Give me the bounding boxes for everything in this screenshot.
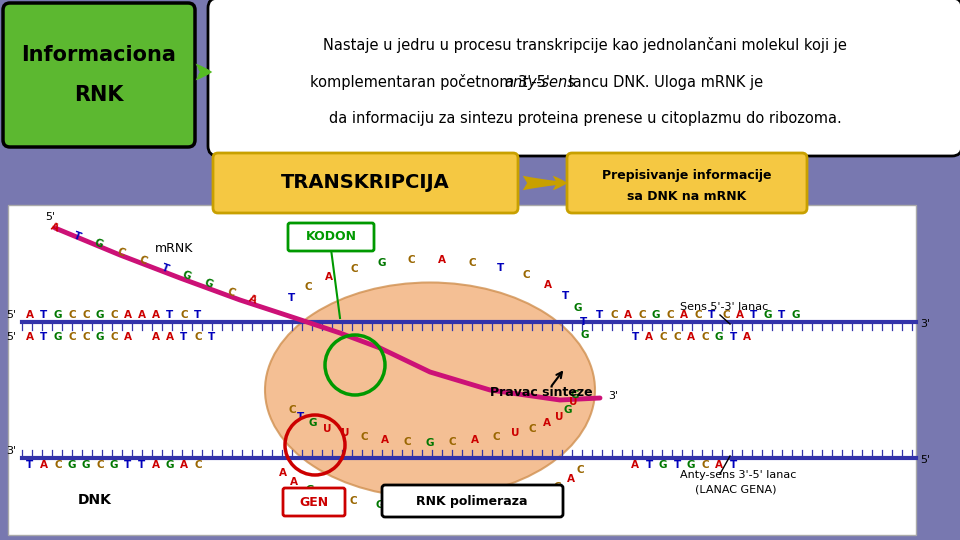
Text: G: G <box>652 310 660 320</box>
Text: Nastaje u jedru u procesu transkripcije kao jednolančani molekul koji je: Nastaje u jedru u procesu transkripcije … <box>324 37 847 53</box>
Text: C: C <box>449 437 457 447</box>
Text: T: T <box>138 460 146 470</box>
Text: 5': 5' <box>45 212 55 222</box>
Text: C: C <box>529 423 537 434</box>
Text: C: C <box>666 310 674 320</box>
Text: T: T <box>288 293 296 303</box>
Text: T: T <box>596 310 604 320</box>
Text: C: C <box>288 404 296 415</box>
Text: G: G <box>54 332 62 342</box>
Text: 5': 5' <box>6 310 16 320</box>
Text: G: G <box>792 310 801 320</box>
Text: KODON: KODON <box>305 231 356 244</box>
Text: C: C <box>116 246 127 258</box>
Text: GEN: GEN <box>300 496 328 509</box>
Text: 5': 5' <box>920 455 930 465</box>
FancyBboxPatch shape <box>567 153 807 213</box>
Text: G: G <box>571 390 579 400</box>
Text: U: U <box>569 397 578 408</box>
Text: A: A <box>152 310 160 320</box>
Text: T: T <box>496 262 504 273</box>
Text: T: T <box>40 332 48 342</box>
Text: A: A <box>624 310 632 320</box>
Text: T: T <box>208 332 216 342</box>
Text: RNK: RNK <box>74 85 124 105</box>
Text: T: T <box>513 495 520 504</box>
FancyBboxPatch shape <box>382 485 563 517</box>
Text: G: G <box>425 437 434 448</box>
Text: A: A <box>325 272 333 282</box>
Text: komplementaran početnom 3'-5': komplementaran početnom 3'-5' <box>310 74 555 90</box>
Text: A: A <box>248 294 258 306</box>
Text: C: C <box>83 310 90 320</box>
Text: T: T <box>125 460 132 470</box>
Text: A: A <box>544 280 552 289</box>
Text: T: T <box>730 332 736 342</box>
Text: G: G <box>378 259 386 268</box>
Text: C: C <box>137 254 148 266</box>
Text: C: C <box>110 310 118 320</box>
Text: A: A <box>166 332 174 342</box>
Text: A: A <box>124 310 132 320</box>
Text: C: C <box>701 332 708 342</box>
Text: A: A <box>680 310 688 320</box>
Text: C: C <box>68 332 76 342</box>
Text: da informaciju za sintezu proteina prenese u citoplazmu do ribozoma.: da informaciju za sintezu proteina prene… <box>328 111 841 125</box>
Text: T: T <box>403 502 411 512</box>
Text: A: A <box>290 477 298 487</box>
Text: C: C <box>54 460 61 470</box>
Text: A: A <box>460 502 468 512</box>
Text: C: C <box>326 491 334 501</box>
Text: DNK: DNK <box>78 493 112 507</box>
Text: C: C <box>349 496 357 507</box>
Text: Informaciona: Informaciona <box>21 45 177 65</box>
Text: C: C <box>110 332 118 342</box>
Text: T: T <box>730 460 736 470</box>
Text: C: C <box>360 433 368 442</box>
Text: T: T <box>632 332 638 342</box>
Text: T: T <box>580 317 588 327</box>
Text: G: G <box>564 404 572 415</box>
Text: A: A <box>470 435 479 445</box>
Text: mRNK: mRNK <box>155 241 193 254</box>
Text: C: C <box>408 255 416 266</box>
Text: G: G <box>308 418 317 428</box>
Text: T: T <box>72 230 83 242</box>
Text: TRANSKRIPCIJA: TRANSKRIPCIJA <box>280 173 449 192</box>
Text: T: T <box>708 310 715 320</box>
Text: T: T <box>180 332 187 342</box>
Text: G: G <box>573 303 582 313</box>
Text: A: A <box>438 255 446 265</box>
Text: C: C <box>553 482 561 491</box>
Text: A: A <box>152 460 160 470</box>
Text: C: C <box>701 460 708 470</box>
Text: 3': 3' <box>920 319 930 329</box>
FancyBboxPatch shape <box>8 205 916 535</box>
Text: T: T <box>26 460 34 470</box>
Text: C: C <box>83 332 90 342</box>
Text: T: T <box>562 291 569 301</box>
Text: C: C <box>468 258 476 268</box>
Text: 5': 5' <box>6 332 16 342</box>
Text: lancu DNK. Uloga mRNK je: lancu DNK. Uloga mRNK je <box>564 75 763 90</box>
Text: G: G <box>305 484 314 495</box>
Text: G: G <box>686 460 695 470</box>
Text: A: A <box>50 222 60 234</box>
Text: G: G <box>431 503 440 513</box>
Text: A: A <box>381 435 389 445</box>
Text: U: U <box>341 428 349 438</box>
Text: T: T <box>298 411 304 422</box>
Text: C: C <box>722 310 730 320</box>
Text: C: C <box>180 310 188 320</box>
Text: Prepisivanje informacije: Prepisivanje informacije <box>602 170 772 183</box>
Text: G: G <box>181 270 193 282</box>
Text: A: A <box>40 460 48 470</box>
Text: C: C <box>194 460 202 470</box>
Text: T: T <box>673 460 681 470</box>
Text: Anty-sens 3'-5' lanac: Anty-sens 3'-5' lanac <box>680 470 797 480</box>
Text: C: C <box>673 332 681 342</box>
Text: RNK polimeraza: RNK polimeraza <box>417 495 528 508</box>
Text: C: C <box>694 310 702 320</box>
Text: T: T <box>751 310 757 320</box>
